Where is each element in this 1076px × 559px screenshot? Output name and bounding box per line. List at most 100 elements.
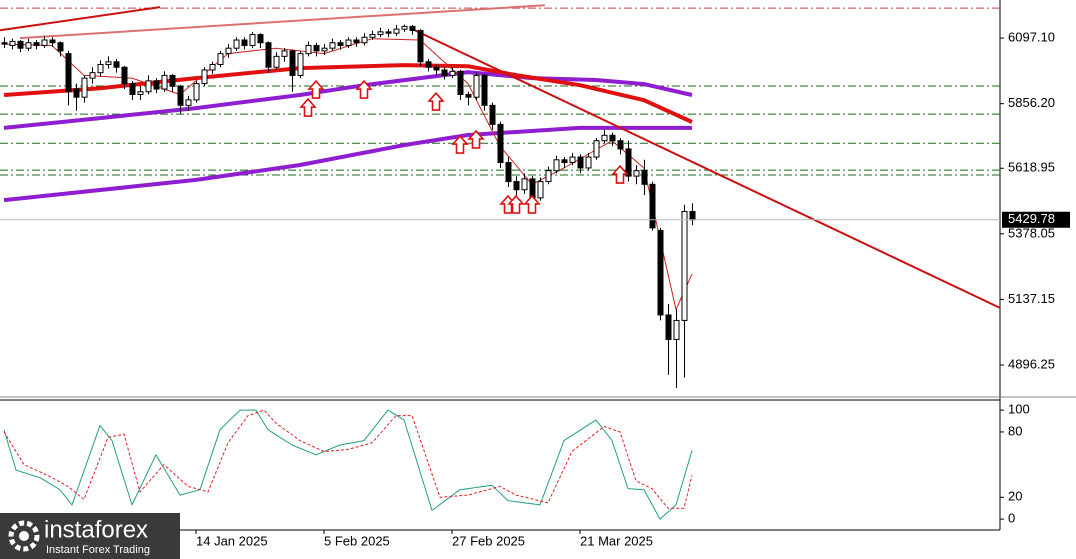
candle-body	[625, 148, 632, 177]
candle-body	[545, 170, 552, 183]
y-tick-label: 4896.25	[1008, 356, 1055, 371]
candle-body	[257, 34, 264, 44]
candle-body	[553, 159, 560, 172]
candle-body	[409, 25, 416, 31]
candle-body	[417, 29, 424, 63]
candle-body	[441, 69, 448, 76]
watermark-box	[0, 513, 180, 559]
candle-body	[73, 88, 80, 98]
candle-body	[529, 178, 536, 199]
candle-body	[193, 83, 200, 101]
candle-body	[377, 31, 384, 36]
candle-body	[1, 42, 8, 45]
candle-body	[465, 93, 472, 98]
candle-body	[337, 42, 344, 46]
candle-body	[329, 42, 336, 49]
signal-arrow	[299, 97, 317, 117]
candle-body	[81, 77, 88, 98]
y-tick-label: 5618.95	[1008, 160, 1055, 175]
y-tick-label: 5137.15	[1008, 291, 1055, 306]
candle-body	[489, 104, 496, 125]
trendline	[0, 6, 161, 32]
candle-body	[585, 156, 592, 169]
candle-body	[25, 42, 32, 49]
candle-body	[385, 31, 392, 34]
y-tick-label: 20	[1008, 489, 1022, 504]
candle-body	[185, 99, 192, 106]
candle-body	[241, 39, 248, 46]
candle-body	[97, 64, 104, 74]
signal-arrow	[451, 134, 469, 154]
candle-body	[209, 64, 216, 71]
candle-body	[65, 53, 72, 93]
y-tick-label: 80	[1008, 423, 1022, 438]
candle-body	[577, 156, 584, 169]
candle-body	[321, 47, 328, 52]
candle-body	[393, 28, 400, 34]
candle-body	[609, 134, 616, 142]
candle-body	[129, 83, 136, 95]
candle-body	[313, 44, 320, 52]
candle-body	[33, 42, 40, 46]
candle-body	[9, 40, 16, 46]
watermark: instaforex Instant Forex Trading	[0, 513, 180, 559]
candle-body	[41, 39, 48, 46]
candle-body	[265, 42, 272, 68]
signal-arrow	[355, 79, 373, 99]
indicator-line	[3, 409, 693, 520]
candle-body	[601, 134, 608, 142]
candle-body	[681, 211, 688, 321]
indicator-line	[3, 125, 692, 203]
x-tick-label: 5 Feb 2025	[324, 533, 390, 548]
last-price-box	[1002, 211, 1070, 228]
candle-body	[649, 183, 656, 229]
candle-body	[353, 39, 360, 44]
candle-body	[561, 159, 568, 164]
candle-body	[121, 66, 128, 85]
x-tick-label: 21 Mar 2025	[580, 533, 653, 548]
candle-body	[177, 85, 184, 106]
candle-body	[273, 55, 280, 68]
candle-body	[481, 74, 488, 106]
candle-body	[289, 50, 296, 76]
candle-body	[233, 39, 240, 49]
candle-body	[513, 181, 520, 191]
candle-body	[449, 70, 456, 76]
y-tick-label: 6097.10	[1008, 30, 1055, 45]
watermark-brand: instaforex	[44, 516, 148, 543]
candle-body	[521, 178, 528, 191]
candle-body	[89, 72, 96, 79]
candle-body	[345, 39, 352, 46]
last-price-label: 5429.78	[1008, 211, 1055, 226]
candle-body	[105, 61, 112, 66]
candle-body	[49, 39, 56, 44]
candle-body	[297, 53, 304, 76]
y-tick-label: 5856.20	[1008, 95, 1055, 110]
candle-body	[497, 123, 504, 164]
watermark-tagline: Instant Forex Trading	[46, 544, 150, 556]
candle-body	[633, 170, 640, 177]
candle-body	[401, 25, 408, 30]
candle-body	[153, 80, 160, 90]
signal-arrow	[307, 79, 325, 99]
indicator-line	[3, 70, 693, 130]
candle-body	[201, 69, 208, 85]
x-tick-label: 27 Feb 2025	[452, 533, 525, 548]
signal-arrow	[507, 194, 525, 214]
candle-body	[689, 211, 696, 221]
candle-body	[425, 61, 432, 68]
y-tick-label: 0	[1008, 511, 1015, 526]
y-tick-label: 5378.05	[1008, 225, 1055, 240]
candle-body	[281, 50, 288, 57]
signal-arrow	[611, 164, 629, 184]
candle-body	[369, 34, 376, 38]
candle-body	[113, 61, 120, 68]
candle-body	[665, 314, 672, 340]
candle-body	[641, 170, 648, 185]
candle-body	[361, 36, 368, 44]
candle-body	[593, 140, 600, 158]
candle-body	[145, 80, 152, 93]
